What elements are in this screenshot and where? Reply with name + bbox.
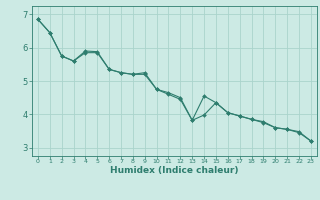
X-axis label: Humidex (Indice chaleur): Humidex (Indice chaleur) bbox=[110, 166, 239, 175]
